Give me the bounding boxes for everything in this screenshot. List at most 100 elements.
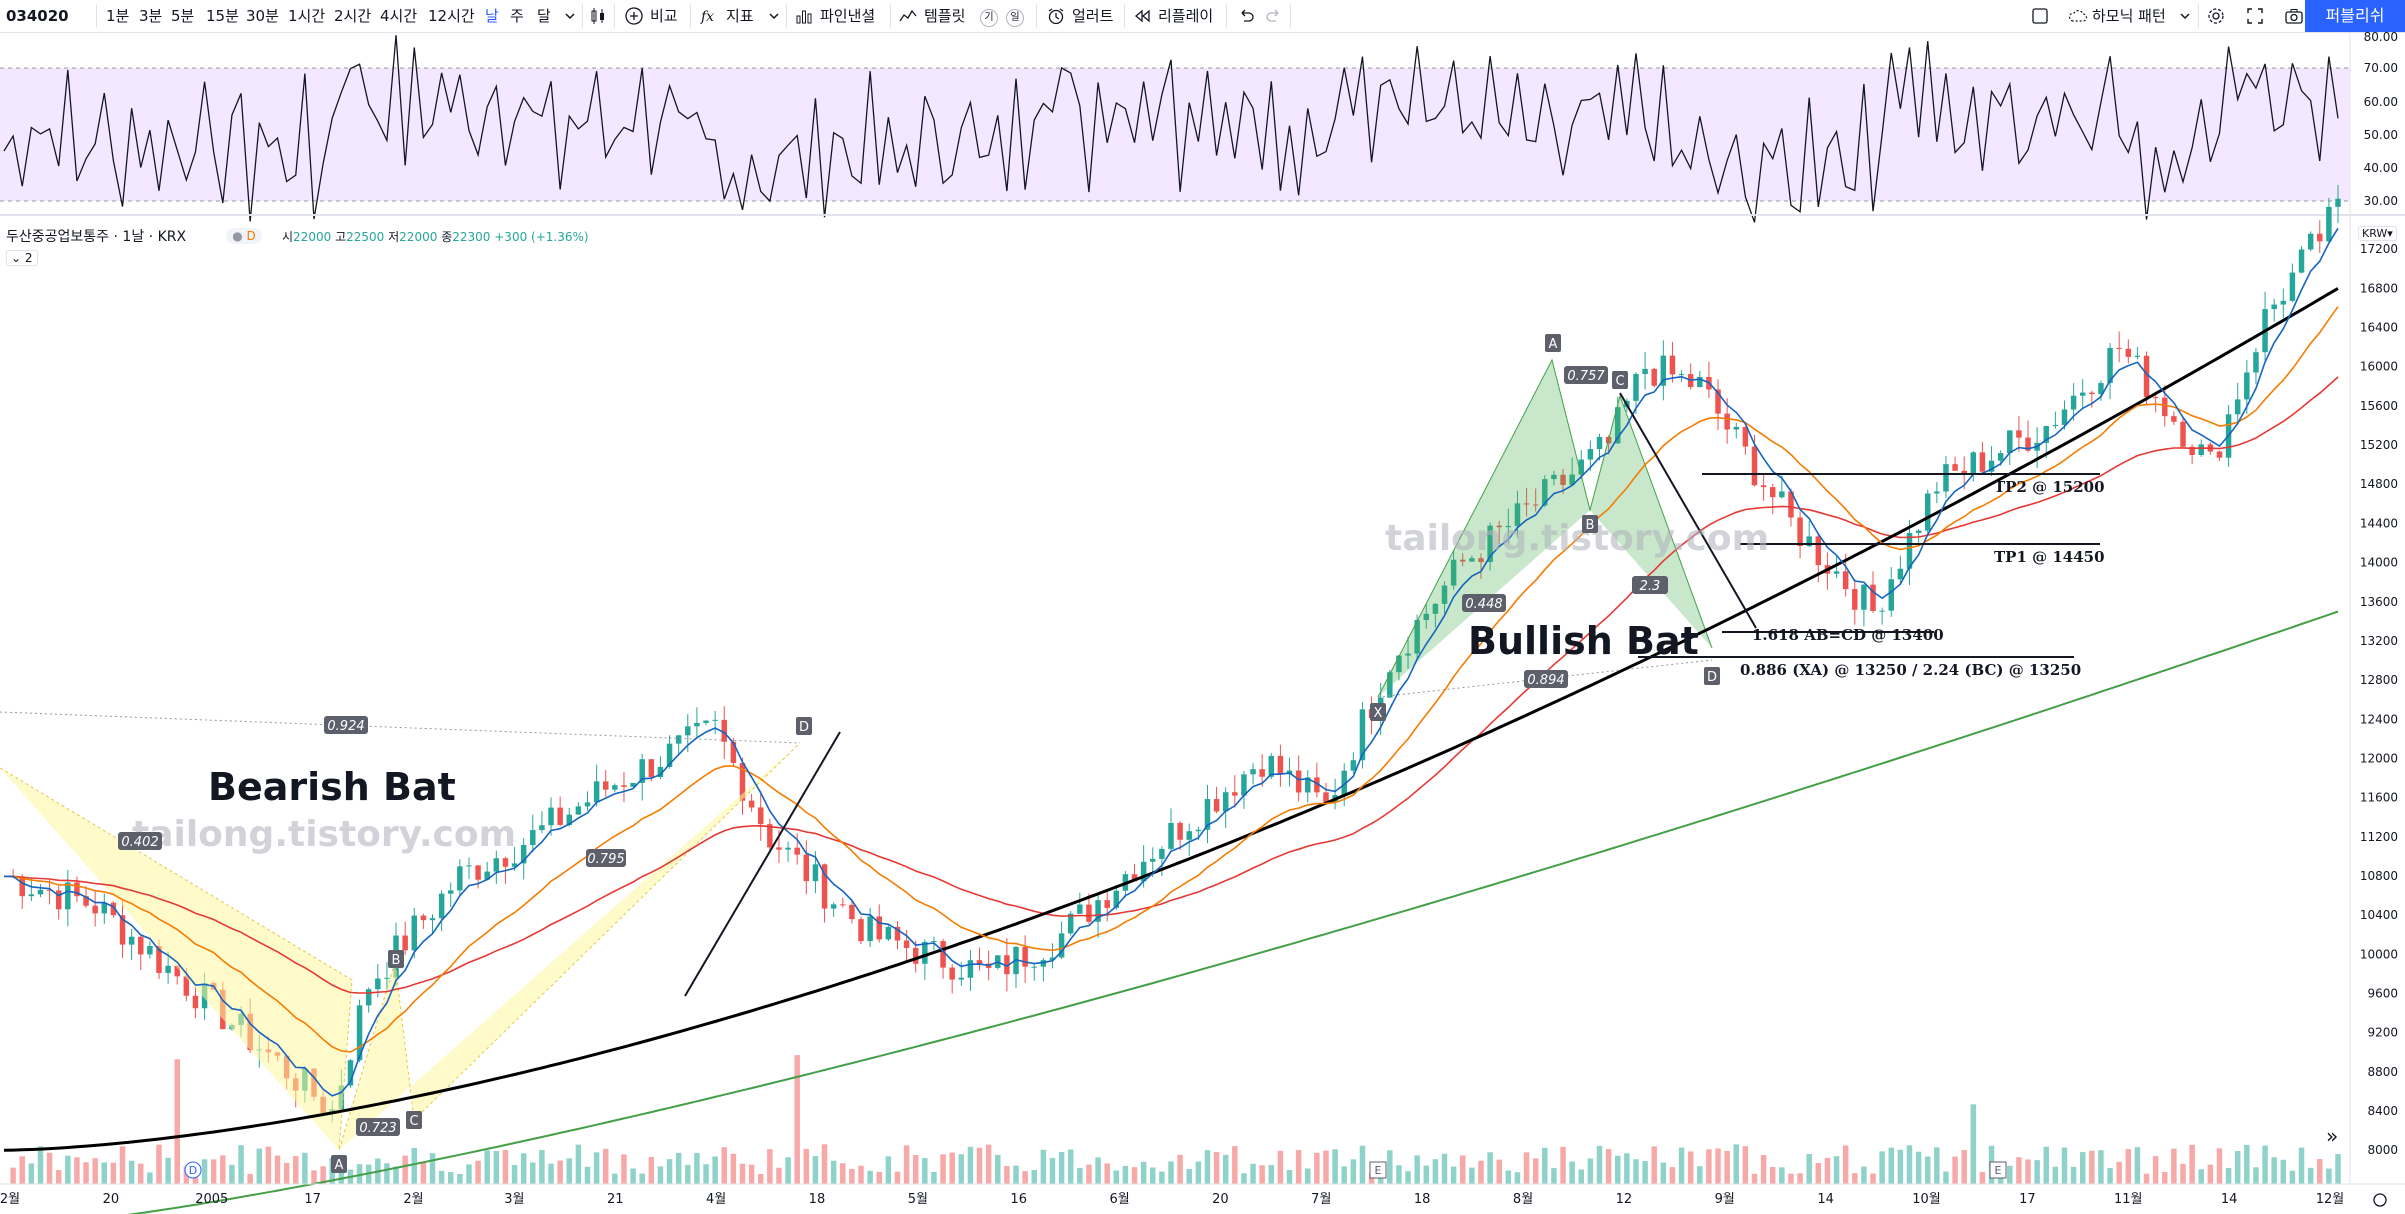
d-badge: D (246, 229, 256, 243)
trendline[interactable] (684, 731, 841, 997)
candle-body (110, 902, 117, 916)
dividend-marker[interactable] (184, 1161, 202, 1179)
templates-button[interactable]: 템플릿 (924, 7, 966, 25)
candle-body (2125, 348, 2132, 357)
candle-body (37, 889, 44, 895)
earnings-marker[interactable] (1369, 1161, 1387, 1179)
volume-bar (1842, 1145, 1849, 1184)
candle-body (639, 759, 645, 783)
camera-icon[interactable] (2284, 6, 2304, 26)
ratio-bear-xb: 0.402 (121, 835, 158, 850)
compare-plus-icon[interactable] (624, 6, 644, 26)
alert-button[interactable]: 얼러트 (1072, 7, 1114, 25)
chevron-down-icon[interactable] (764, 6, 784, 26)
candle-body (1086, 904, 1092, 922)
chevron-down-icon[interactable] (2175, 6, 2195, 26)
volume-bar (1314, 1152, 1320, 1184)
interval-5m[interactable]: 5분 (171, 7, 195, 25)
symbol-exchange: KRX (157, 229, 187, 245)
candle-body (584, 802, 591, 807)
candle-body (101, 902, 108, 914)
candle-body (138, 936, 144, 955)
candle-body (1004, 955, 1010, 975)
earnings-marker[interactable] (1989, 1161, 2007, 1179)
symbol-search[interactable]: 034020 (6, 7, 69, 25)
undo-icon[interactable] (1236, 6, 1256, 26)
alarm-clock-icon[interactable] (1046, 6, 1066, 26)
bar-chart-icon[interactable] (794, 6, 814, 26)
interval-3m[interactable]: 3분 (139, 7, 163, 25)
interval-week[interactable]: 주 (510, 7, 524, 25)
interval-4h[interactable]: 4시간 (380, 7, 418, 25)
candle-type-icon[interactable] (588, 6, 608, 26)
candle-body (1542, 479, 1548, 506)
time-tick: 17 (304, 1192, 321, 1207)
interval-12h[interactable]: 12시간 (428, 7, 475, 25)
interval-month[interactable]: 달 (537, 7, 551, 25)
bear-point-c: C (409, 1114, 418, 1129)
compare-button[interactable]: 비교 (650, 7, 678, 25)
currency-button[interactable]: KRW▾ (2358, 226, 2397, 241)
interval-day[interactable]: 날 (485, 7, 499, 25)
gear-icon[interactable] (2373, 1193, 2387, 1207)
time-tick: 4월 (706, 1192, 726, 1207)
redo-icon[interactable] (1264, 6, 1284, 26)
candle-body (812, 864, 819, 882)
tpl-key-1[interactable]: 기 (980, 9, 998, 27)
chevron-down-icon[interactable] (560, 6, 580, 26)
volume-bar (2234, 1151, 2241, 1184)
time-tick: 20 (1212, 1192, 1229, 1207)
publish-button[interactable]: 퍼블리쉬 (2305, 0, 2405, 32)
candle-body (2070, 395, 2077, 410)
fullscreen-icon[interactable] (2245, 6, 2265, 26)
interval-1h[interactable]: 1시간 (288, 7, 326, 25)
candle-body (894, 926, 901, 941)
data-status-pill[interactable]: ● D (226, 228, 262, 244)
interval-2h[interactable]: 2시간 (334, 7, 372, 25)
indicators-button[interactable]: 지표 (726, 7, 754, 25)
volume-bar (2271, 1157, 2277, 1184)
candle-body (1195, 829, 1202, 832)
layout-square-icon[interactable] (2030, 6, 2050, 26)
candle-body (475, 865, 481, 880)
close-value: 22300 (452, 230, 491, 244)
price-tick: 15200 (2360, 438, 2398, 452)
candle-body (46, 889, 53, 891)
volume-bar (2125, 1149, 2132, 1184)
interval-15m[interactable]: 15분 (206, 7, 239, 25)
volume-bar (548, 1163, 554, 1184)
pine-button[interactable]: 파인낸셜 (820, 7, 876, 25)
volume-bar (110, 1162, 117, 1184)
volume-bar (876, 1171, 882, 1184)
tpl-key-2[interactable]: 일 (1006, 9, 1024, 27)
volume-bar (1715, 1148, 1721, 1184)
replay-button[interactable]: 리플레이 (1158, 7, 1214, 25)
scroll-right-icon[interactable]: » (2326, 1124, 2338, 1148)
volume-bar (411, 1148, 418, 1184)
volume-bar (1204, 1150, 1211, 1184)
candle-body (958, 977, 965, 980)
candle-body (1232, 792, 1238, 796)
harmonic-pattern-layout[interactable]: 하모닉 패턴 (2092, 7, 2166, 25)
volume-bar (1833, 1156, 1840, 1184)
candle-body (429, 918, 436, 921)
indicators-collapse-button[interactable]: ⌄ 2 (6, 250, 38, 266)
chart-canvas[interactable]: Bearish Bat Bullish Bat tailong.tistory.… (0, 32, 2405, 1214)
replay-rewind-icon[interactable] (1132, 6, 1152, 26)
candle-body (1961, 470, 1967, 474)
symbol-name[interactable]: 두산중공업보통주 (6, 229, 110, 245)
interval-30m[interactable]: 30분 (246, 7, 279, 25)
ema-slow-line (4, 376, 2339, 994)
volume-bar (2307, 1167, 2314, 1184)
volume-bar (1469, 1167, 1475, 1184)
indicators-fx-icon[interactable]: fx (700, 6, 720, 26)
bear-point-a: A (335, 1158, 344, 1173)
gear-icon[interactable] (2206, 6, 2226, 26)
bull-point-c: C (1615, 374, 1624, 389)
trendline[interactable] (1619, 392, 1757, 629)
volume-bar (201, 1159, 208, 1184)
interval-1m[interactable]: 1분 (106, 7, 130, 25)
candle-body (785, 847, 791, 850)
cloud-icon[interactable] (2068, 6, 2088, 26)
templates-icon[interactable] (898, 6, 918, 26)
